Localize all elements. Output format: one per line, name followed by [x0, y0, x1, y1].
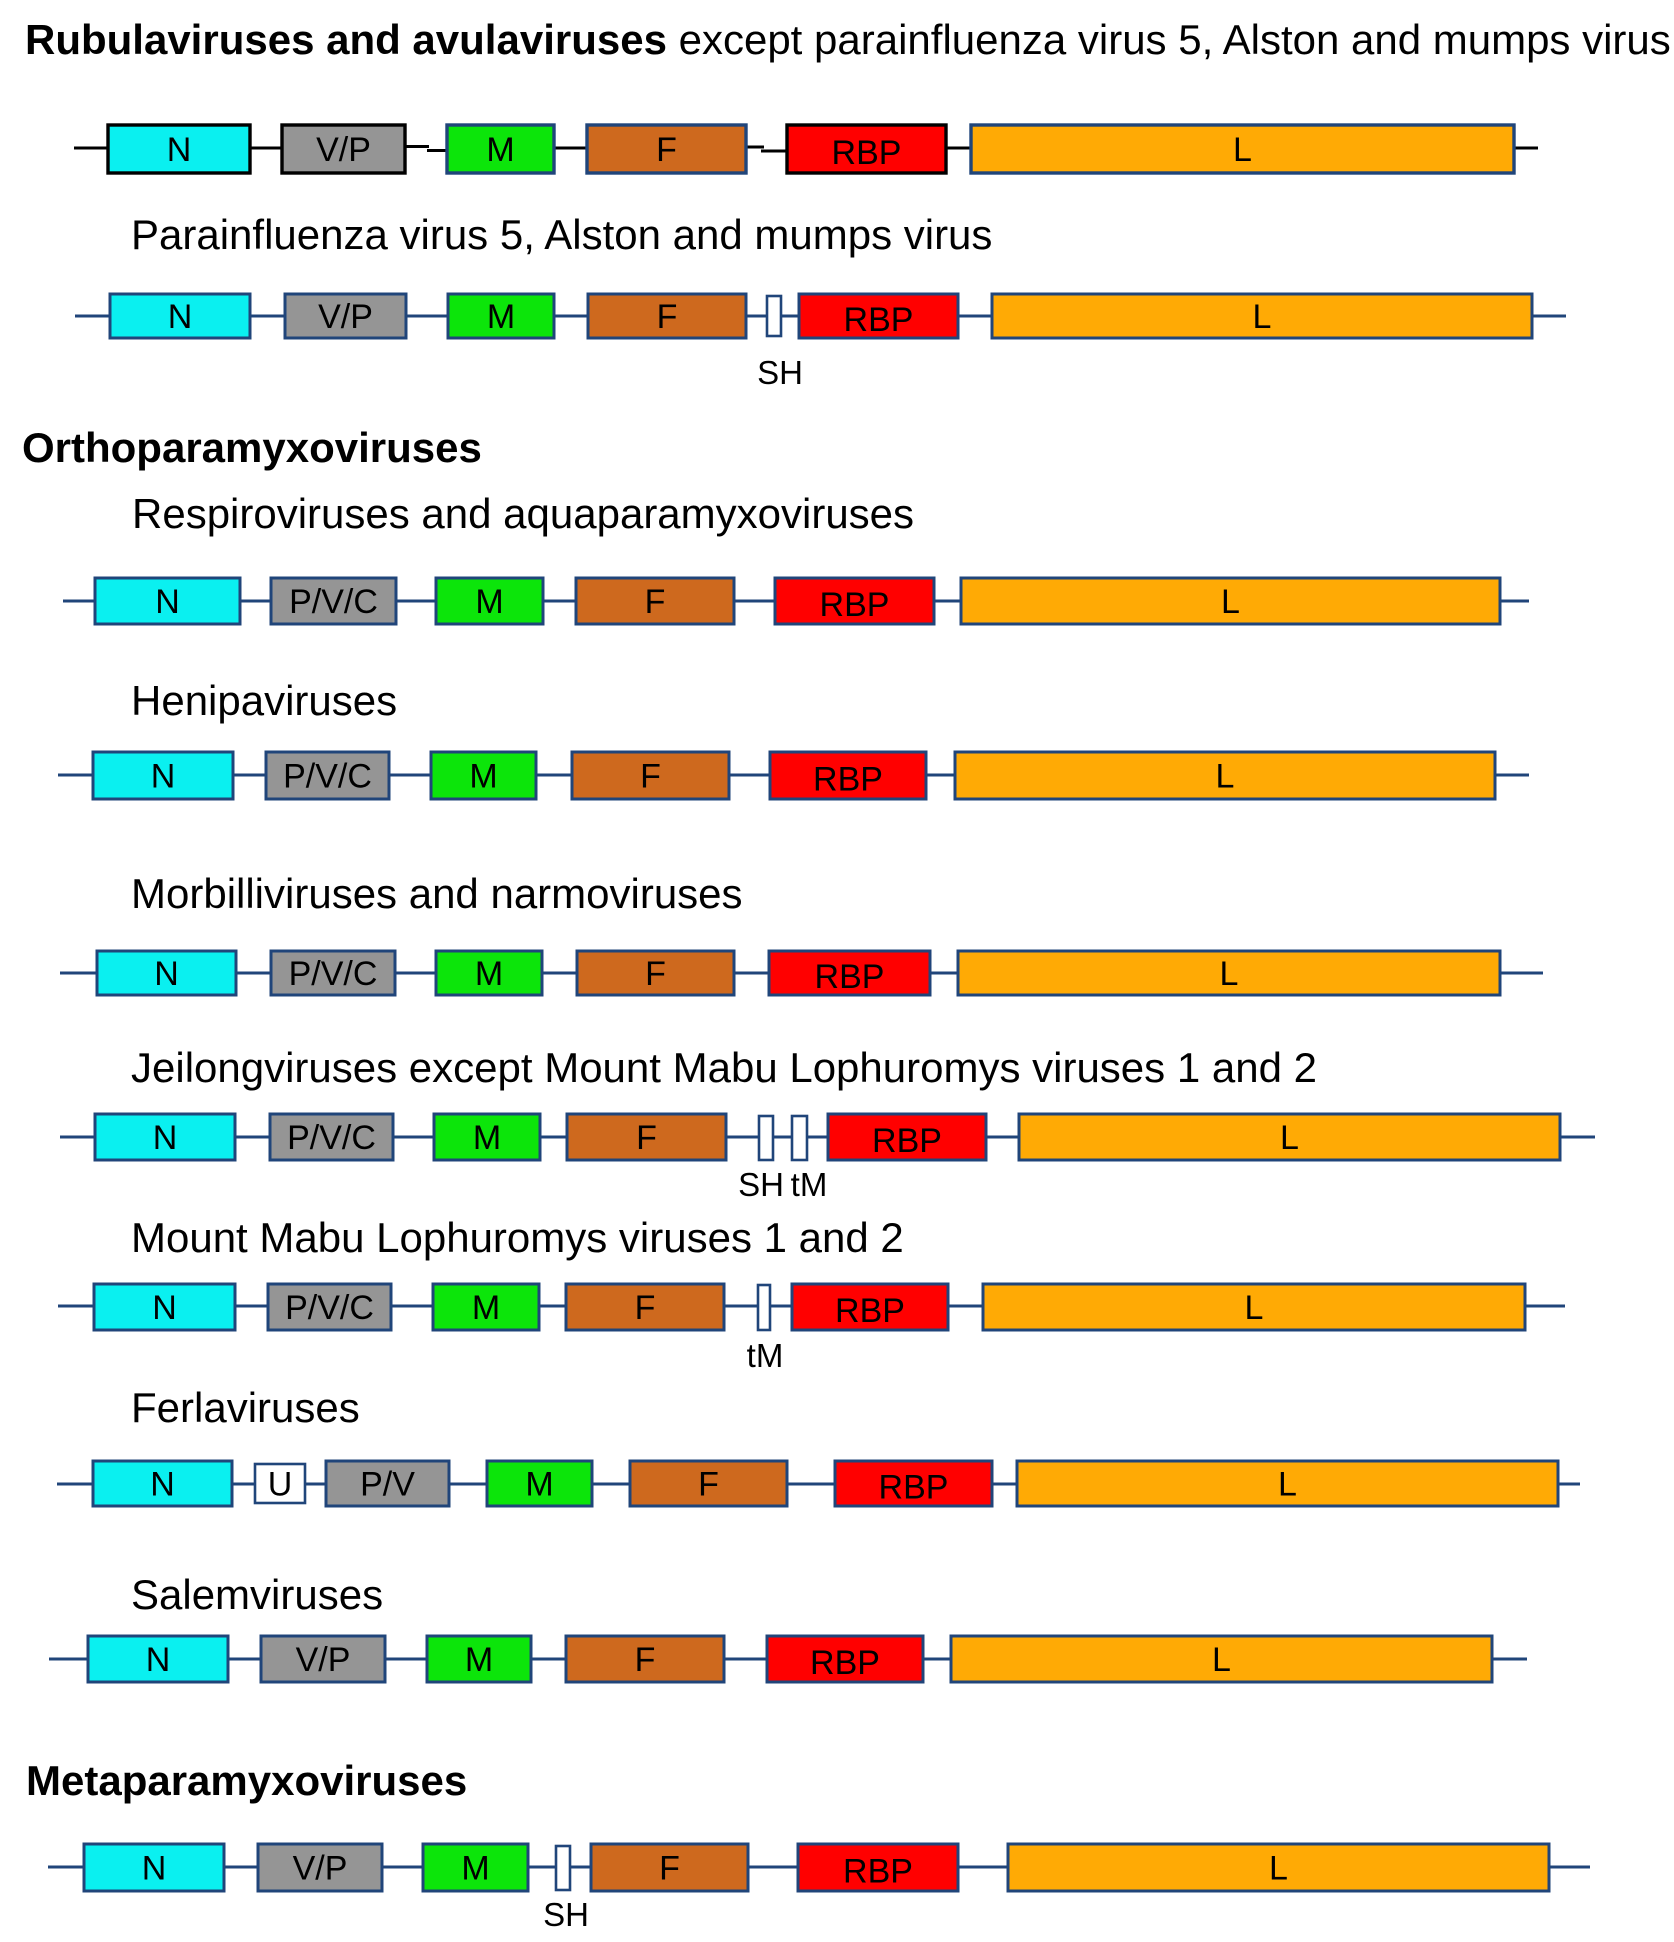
svg-text:M: M	[465, 1641, 493, 1679]
svg-text:N: N	[152, 1289, 177, 1327]
svg-text:RBP: RBP	[810, 1644, 880, 1682]
svg-text:F: F	[635, 1289, 656, 1327]
svg-text:RBP: RBP	[813, 761, 883, 799]
svg-text:RBP: RBP	[879, 1469, 949, 1507]
svg-text:M: M	[473, 1119, 501, 1157]
svg-text:SH: SH	[543, 1896, 589, 1933]
svg-text:U: U	[268, 1466, 293, 1504]
svg-text:Ferlaviruses: Ferlaviruses	[131, 1384, 360, 1431]
svg-text:F: F	[656, 131, 677, 169]
svg-text:L: L	[1233, 131, 1252, 169]
svg-text:Mount Mabu Lophuromys viruses: Mount Mabu Lophuromys viruses 1 and 2	[131, 1214, 904, 1261]
svg-text:RBP: RBP	[843, 1853, 913, 1891]
svg-text:Henipaviruses: Henipaviruses	[131, 677, 397, 724]
svg-text:N: N	[153, 1119, 178, 1157]
svg-text:N: N	[142, 1850, 167, 1888]
svg-text:Parainfluenza virus 5, Alston: Parainfluenza virus 5, Alston and mumps …	[131, 211, 992, 258]
svg-text:F: F	[645, 583, 666, 621]
svg-text:RBP: RBP	[835, 1292, 905, 1330]
svg-text:M: M	[487, 298, 515, 336]
svg-text:RBP: RBP	[815, 958, 885, 996]
svg-text:Rubulaviruses and avulaviruses: Rubulaviruses and avulaviruses except pa…	[25, 16, 1671, 63]
svg-text:tM: tM	[791, 1166, 828, 1203]
svg-text:P/V: P/V	[360, 1466, 415, 1504]
svg-text:P/V/C: P/V/C	[285, 1289, 374, 1327]
svg-text:M: M	[475, 583, 503, 621]
svg-text:L: L	[1280, 1119, 1299, 1157]
svg-text:P/V/C: P/V/C	[289, 583, 378, 621]
svg-text:Orthoparamyxoviruses: Orthoparamyxoviruses	[22, 424, 482, 471]
svg-text:V/P: V/P	[318, 298, 373, 336]
svg-text:F: F	[645, 955, 666, 993]
svg-text:RBP: RBP	[872, 1122, 942, 1160]
svg-text:N: N	[150, 1466, 175, 1504]
svg-text:RBP: RBP	[832, 134, 902, 172]
svg-text:Metaparamyxoviruses: Metaparamyxoviruses	[26, 1757, 467, 1804]
svg-text:L: L	[1220, 955, 1239, 993]
svg-text:Jeilongviruses except Mount Ma: Jeilongviruses except Mount Mabu Lophuro…	[131, 1044, 1317, 1091]
svg-text:Morbilliviruses and narmovirus: Morbilliviruses and narmoviruses	[131, 870, 743, 917]
svg-text:L: L	[1269, 1850, 1288, 1888]
svg-text:V/P: V/P	[293, 1850, 348, 1888]
svg-text:RBP: RBP	[820, 586, 890, 624]
svg-text:N: N	[168, 298, 193, 336]
svg-text:P/V/C: P/V/C	[287, 1119, 376, 1157]
svg-text:M: M	[461, 1850, 489, 1888]
svg-text:N: N	[154, 955, 179, 993]
svg-text:V/P: V/P	[316, 131, 371, 169]
svg-text:M: M	[472, 1289, 500, 1327]
svg-text:L: L	[1212, 1641, 1231, 1679]
svg-text:L: L	[1278, 1466, 1297, 1504]
svg-text:F: F	[659, 1850, 680, 1888]
svg-text:F: F	[657, 298, 678, 336]
svg-text:tM: tM	[747, 1337, 784, 1374]
svg-text:SH: SH	[738, 1166, 784, 1203]
svg-text:L: L	[1245, 1289, 1264, 1327]
svg-text:SH: SH	[757, 354, 803, 391]
svg-text:N: N	[146, 1641, 171, 1679]
svg-text:V/P: V/P	[296, 1641, 351, 1679]
svg-text:N: N	[167, 131, 192, 169]
svg-text:Salemviruses: Salemviruses	[131, 1571, 383, 1618]
svg-text:F: F	[636, 1119, 657, 1157]
svg-text:M: M	[469, 758, 497, 796]
svg-text:N: N	[155, 583, 180, 621]
svg-text:M: M	[486, 131, 514, 169]
svg-text:N: N	[151, 758, 176, 796]
svg-text:F: F	[698, 1466, 719, 1504]
svg-text:F: F	[635, 1641, 656, 1679]
svg-text:Respiroviruses and aquaparamyx: Respiroviruses and aquaparamyxoviruses	[132, 490, 914, 537]
svg-text:M: M	[525, 1466, 553, 1504]
svg-text:RBP: RBP	[844, 301, 914, 339]
svg-text:M: M	[475, 955, 503, 993]
svg-text:P/V/C: P/V/C	[289, 955, 378, 993]
svg-text:L: L	[1216, 758, 1235, 796]
svg-text:L: L	[1253, 298, 1272, 336]
svg-text:P/V/C: P/V/C	[283, 758, 372, 796]
svg-text:F: F	[640, 758, 661, 796]
svg-text:L: L	[1221, 583, 1240, 621]
